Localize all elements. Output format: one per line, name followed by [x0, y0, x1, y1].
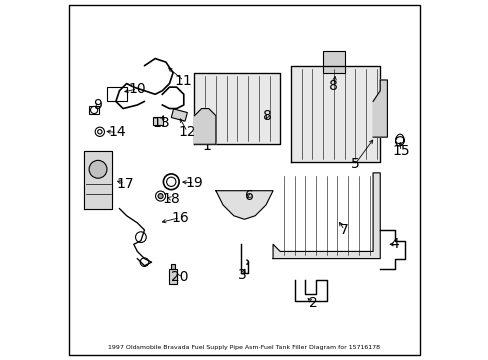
- Circle shape: [166, 177, 176, 186]
- Text: 11: 11: [175, 74, 192, 88]
- Polygon shape: [290, 66, 380, 162]
- Bar: [171, 264, 175, 269]
- Text: 4: 4: [389, 237, 398, 251]
- Circle shape: [135, 232, 146, 243]
- Text: 13: 13: [152, 116, 170, 130]
- Text: 8: 8: [263, 109, 272, 123]
- Circle shape: [158, 194, 163, 199]
- Bar: [89, 106, 99, 114]
- Circle shape: [95, 127, 104, 136]
- Text: 3: 3: [238, 268, 246, 282]
- Polygon shape: [372, 80, 386, 137]
- Circle shape: [89, 160, 107, 178]
- Polygon shape: [83, 152, 112, 208]
- Circle shape: [140, 258, 148, 266]
- Text: 16: 16: [171, 211, 189, 225]
- Text: 6: 6: [245, 189, 254, 203]
- Polygon shape: [194, 109, 216, 144]
- Text: 20: 20: [170, 270, 188, 284]
- Circle shape: [90, 107, 98, 113]
- Bar: [107, 87, 126, 102]
- Polygon shape: [216, 191, 272, 219]
- Text: 10: 10: [128, 82, 146, 96]
- Text: 5: 5: [350, 157, 359, 171]
- Bar: [153, 117, 163, 125]
- Bar: [171, 109, 187, 121]
- Bar: [323, 51, 344, 73]
- Circle shape: [98, 130, 102, 134]
- Text: 8: 8: [329, 80, 338, 93]
- Text: 7: 7: [340, 223, 348, 237]
- Text: 19: 19: [185, 176, 203, 190]
- Polygon shape: [272, 173, 380, 258]
- Text: 1: 1: [202, 139, 211, 153]
- Text: 1997 Oldsmobile Bravada Fuel Supply Pipe Asm-Fuel Tank Filler Diagram for 157161: 1997 Oldsmobile Bravada Fuel Supply Pipe…: [108, 345, 380, 350]
- Text: 2: 2: [308, 296, 317, 310]
- Circle shape: [163, 174, 179, 190]
- Polygon shape: [194, 73, 280, 144]
- Text: 18: 18: [162, 192, 180, 206]
- Text: 17: 17: [116, 176, 133, 190]
- Text: 15: 15: [391, 144, 409, 158]
- Bar: [169, 269, 176, 284]
- Text: 9: 9: [93, 98, 102, 112]
- Circle shape: [155, 191, 165, 201]
- Text: 12: 12: [178, 125, 196, 139]
- Text: 14: 14: [108, 126, 125, 139]
